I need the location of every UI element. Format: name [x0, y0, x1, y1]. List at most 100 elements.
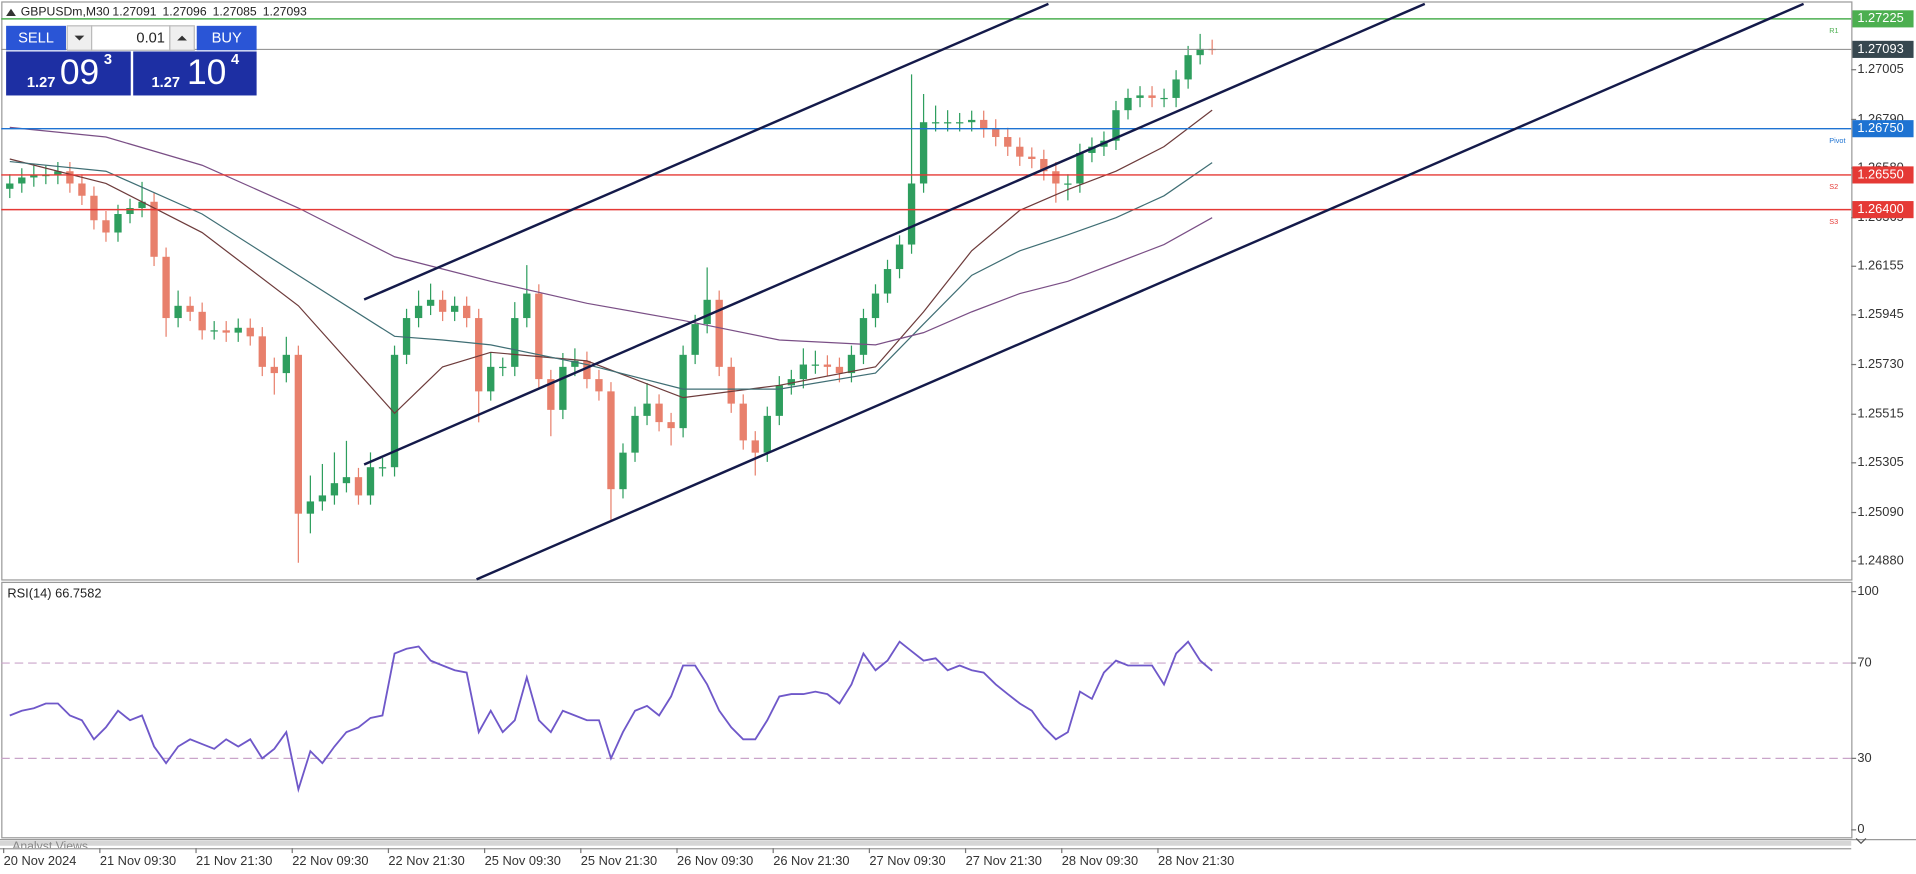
candle-body: [186, 305, 194, 312]
moving-average: [9, 126, 1213, 346]
lot-decrease-icon[interactable]: [74, 35, 85, 41]
candle-body: [258, 336, 266, 367]
candle-body: [643, 403, 651, 416]
x-tick-label: 25 Nov 21:30: [581, 853, 657, 868]
y-tick-label: 100: [1857, 583, 1878, 598]
x-tick-label: 27 Nov 21:30: [966, 853, 1042, 868]
axis-labels: 1.270051.267901.265801.263651.261551.259…: [3, 10, 1914, 868]
candle-body: [1076, 152, 1084, 184]
candle-body: [318, 495, 327, 502]
candle-body: [811, 364, 820, 366]
lot-value[interactable]: 0.01: [136, 31, 165, 47]
scroll-icon[interactable]: [1855, 837, 1867, 845]
candle-body: [691, 324, 699, 355]
candle-body: [102, 220, 110, 233]
time-axis-strip: [0, 848, 1852, 874]
candle-body: [943, 122, 952, 124]
candle-body: [968, 119, 976, 123]
candle-body: [6, 183, 14, 189]
candle-body: [450, 305, 459, 312]
candle-body: [1004, 137, 1012, 147]
level-label: 1.26550: [1857, 166, 1903, 181]
candle-body: [150, 201, 158, 257]
buy-label[interactable]: BUY: [212, 31, 242, 47]
candle-body: [1112, 110, 1120, 141]
channel-line: [476, 2, 1805, 581]
candle-body: [1088, 146, 1096, 153]
marks: [1, 18, 1852, 794]
sell-label[interactable]: SELL: [18, 31, 54, 47]
level-label: 1.27093: [1857, 41, 1903, 56]
x-tick-label: 22 Nov 21:30: [388, 853, 464, 868]
candle-body: [463, 305, 471, 319]
candle-body: [1064, 183, 1072, 185]
candle-body: [402, 318, 411, 355]
candle-body: [1160, 97, 1168, 100]
candle-body: [198, 311, 206, 331]
lot-increase-icon[interactable]: [177, 35, 187, 41]
buy-price-box[interactable]: [133, 51, 257, 96]
x-tick-label: 21 Nov 21:30: [196, 853, 272, 868]
buy-price-sup: 4: [231, 52, 240, 68]
quote-open: 1.27091: [112, 5, 156, 19]
candle-body: [1172, 79, 1180, 98]
price-panel-frame: [1, 1, 1853, 581]
moving-average: [9, 160, 1213, 390]
candle-body: [426, 299, 435, 306]
candle-body: [66, 171, 74, 184]
quote-high: 1.27096: [163, 5, 207, 19]
x-tick-label: 22 Nov 09:30: [292, 853, 368, 868]
level-label-box: [1852, 166, 1914, 184]
candle-body: [667, 422, 675, 429]
candle-body: [763, 415, 771, 453]
candle-body: [559, 366, 567, 410]
candle-body: [366, 467, 375, 496]
candle-body: [919, 122, 928, 184]
candle-body: [727, 366, 735, 404]
candle-body: [30, 174, 38, 178]
candle-body: [619, 452, 627, 490]
candle-body: [138, 201, 146, 208]
y-tick-label: 1.25945: [1857, 306, 1903, 321]
candle-body: [126, 207, 134, 215]
sell-price-box[interactable]: [6, 51, 131, 96]
level-name: S3: [1829, 217, 1838, 226]
x-tick-label: 20 Nov 2024: [4, 853, 77, 868]
level-label: 1.26400: [1857, 201, 1903, 216]
x-tick-label: 28 Nov 21:30: [1158, 853, 1234, 868]
candle-body: [631, 415, 639, 453]
buy-button[interactable]: [196, 25, 257, 51]
level-name: R1: [1829, 26, 1838, 35]
candle-body: [655, 403, 663, 423]
candle-body: [1136, 95, 1144, 98]
y-tick-label: 1.26155: [1857, 258, 1903, 273]
level-label-box: [1852, 120, 1914, 138]
candle-body: [547, 379, 555, 410]
candle-body: [992, 128, 1000, 138]
candle-body: [715, 299, 723, 367]
candle-body: [270, 366, 278, 374]
level-name: Pivot: [1829, 136, 1845, 145]
candle-body: [871, 293, 880, 319]
x-tick-label: 25 Nov 09:30: [485, 853, 561, 868]
candle-body: [162, 256, 170, 319]
candle-body: [1148, 95, 1156, 98]
candle-body: [294, 354, 303, 514]
level-label-box: [1852, 40, 1914, 58]
candle-body: [306, 501, 315, 514]
candle-body: [535, 293, 543, 380]
x-tick-label: 21 Nov 09:30: [100, 853, 176, 868]
candle-body: [583, 360, 591, 380]
sell-button[interactable]: [6, 25, 66, 51]
candle-body: [1124, 97, 1132, 111]
candle-body: [787, 379, 795, 386]
candle-body: [679, 354, 687, 429]
buy-price-main: 10: [187, 52, 226, 92]
candle-body: [895, 244, 904, 270]
level-label: 1.27225: [1857, 10, 1903, 25]
y-tick-label: 30: [1857, 750, 1871, 765]
channel-line: [363, 2, 1426, 466]
y-tick-label: 1.25305: [1857, 454, 1903, 469]
collapse-icon[interactable]: [6, 8, 16, 17]
